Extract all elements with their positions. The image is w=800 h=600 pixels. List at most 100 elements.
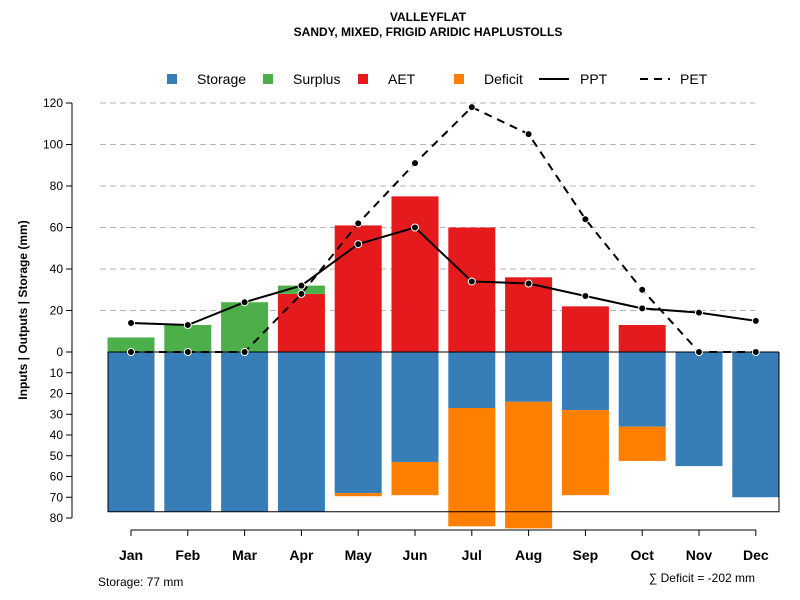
deficit-note: ∑ Deficit = -202 mm [649,571,755,585]
series-lines [127,103,760,356]
aet-legend-swatch [358,74,368,84]
y-tick-label: 0 [56,345,63,359]
deficit-bar [561,410,609,496]
legend-item-pet: PET [640,71,708,87]
deficit-bar [618,426,666,461]
chart-subtitle: SANDY, MIXED, FRIGID ARIDIC HAPLUSTOLLS [294,25,563,39]
y-tick-label: 20 [50,387,64,401]
legend-label: Storage [197,71,246,87]
y-tick-label: 50 [50,449,64,463]
pet-point [695,348,703,356]
storage-bar [391,352,439,462]
legend-label: PPT [580,71,608,87]
legend-item-aet: AET [358,71,416,87]
y-tick-label: 80 [50,511,64,525]
x-tick-label: Sep [573,547,599,563]
pet-point [581,215,590,224]
ppt-point [297,281,306,290]
storage-bar [618,352,666,427]
aet-bar [277,293,325,352]
ppt-point [411,223,419,232]
deficit-bar [448,408,496,527]
x-tick-label: May [345,547,372,563]
x-tick-label: Jul [462,547,482,563]
y-tick-label: 60 [50,221,64,235]
pet-point [240,348,249,356]
aet-bar [561,306,609,352]
pet-point [127,348,135,356]
storage-bar [505,352,553,402]
x-tick-label: Aug [515,547,542,563]
pet-point [297,289,306,298]
storage-bar [675,352,723,467]
y-tick-label: 40 [50,428,64,442]
chart-title: VALLEYFLAT [390,10,467,24]
storage-bar [732,352,780,498]
surplus-bar [107,337,155,352]
legend-label: PET [680,71,708,87]
surplus-legend-swatch [263,74,273,84]
x-tick-label: Jan [119,547,143,563]
deficit-bar [505,401,553,529]
legend-item-storage: Storage [167,71,246,87]
legend: Storage Surplus AET Deficit PPT PET [167,71,708,87]
ppt-point [354,240,363,249]
legend-item-ppt: PPT [539,71,608,87]
pet-point [467,103,476,112]
aet-bar [618,325,666,352]
ppt-point [524,279,533,288]
ppt-point [467,277,476,286]
legend-item-surplus: Surplus [263,71,340,87]
pet-point [638,285,647,294]
surplus-bar [221,302,269,352]
y-tick-label: 30 [50,407,64,421]
deficit-legend-swatch [454,74,464,84]
storage-bar [334,352,382,494]
y-tick-label: 100 [43,138,63,152]
y-tick-label: 40 [50,262,64,276]
y-tick-label: 120 [43,96,63,110]
legend-label: AET [388,71,416,87]
x-tick-label: Jun [403,547,428,563]
pet-point [751,348,760,356]
pet-point [524,130,533,139]
x-tick-label: Nov [686,547,713,563]
ppt-point [695,308,703,317]
aet-bar [448,227,496,352]
x-tick-label: Feb [175,547,200,563]
y-axis-label: Inputs | Outputs | Storage (mm) [16,220,30,399]
ppt-point [581,291,590,300]
legend-item-deficit: Deficit [454,71,523,87]
storage-bar [277,352,325,512]
deficit-bar [391,461,439,496]
y-tick-label: 60 [50,470,64,484]
y-tick-label: 20 [50,304,64,318]
surplus-bar [277,285,325,294]
ppt-point [183,321,192,330]
x-tick-label: Mar [232,547,257,563]
pet-point [183,348,192,356]
pet-point [411,159,419,168]
y-tick-label: 80 [50,179,64,193]
legend-label: Deficit [484,71,523,87]
aet-bar [391,196,439,352]
grid-lines [100,102,755,311]
ppt-point [751,316,760,325]
x-tick-label: Oct [631,547,655,563]
x-tick-label: Dec [743,547,769,563]
deficit-bar [334,493,382,497]
ppt-point [240,298,249,307]
storage-bar [448,352,496,409]
storage-bar [164,352,212,512]
storage-bar [561,352,609,411]
surplus-bar [164,325,212,352]
bars [107,196,780,529]
x-tick-label: Apr [289,547,314,563]
y-tick-label: 70 [50,490,64,504]
y-tick-label: 10 [50,366,64,380]
ppt-line [130,226,756,327]
ppt-point [638,304,647,313]
storage-bar [107,352,155,512]
storage-legend-swatch [167,74,177,84]
